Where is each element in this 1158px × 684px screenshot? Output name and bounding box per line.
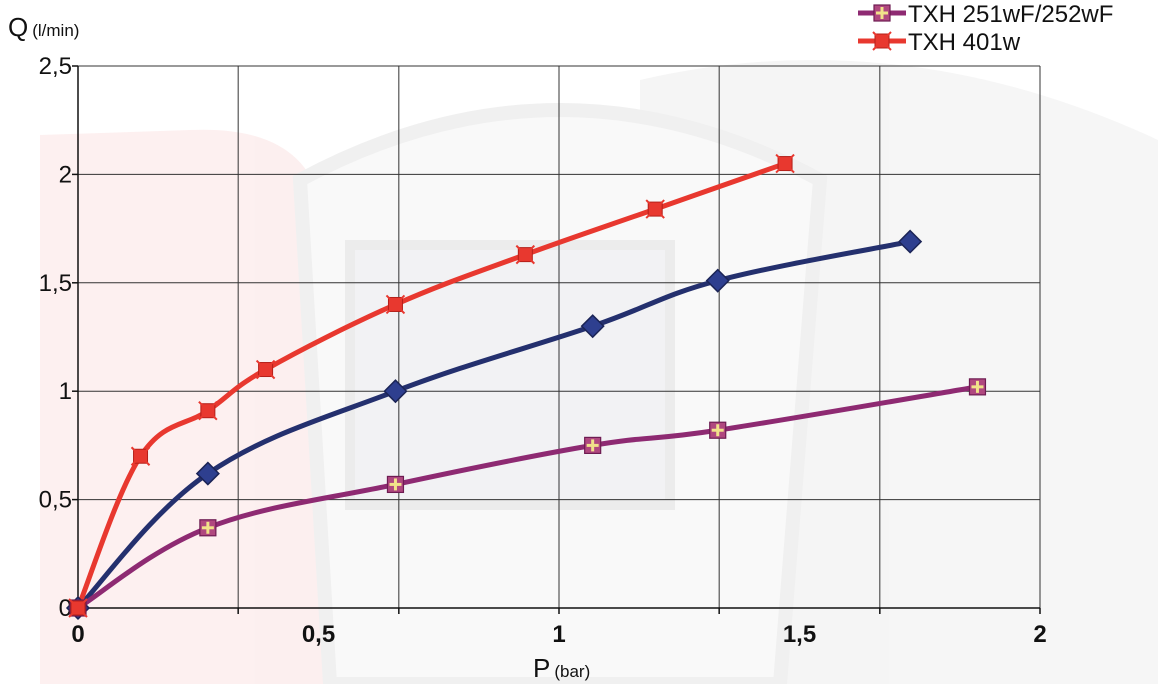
series-line-0 (75, 239, 913, 611)
data-point-series-2 (385, 294, 406, 315)
data-point-series-2-x2 (198, 401, 218, 421)
x-tick-label: 1 (552, 621, 565, 648)
data-point-series-2-x2 (68, 598, 88, 618)
data-point-series-2 (68, 598, 88, 618)
data-point-series-0 (383, 379, 408, 404)
data-point-series-2 (130, 446, 151, 466)
legend-marker-2 (872, 31, 892, 51)
y-tick-label: 1,5 (39, 270, 72, 297)
grid-lines (78, 65, 1041, 608)
data-point-series-1 (386, 475, 405, 494)
data-point-series-0 (705, 268, 730, 293)
data-point-series-1 (199, 519, 217, 537)
y-tick-labels: 0 0,5 1 1,5 2 2,5 (39, 53, 72, 622)
data-point-series-0 (580, 314, 605, 339)
data-point-series-2 (775, 153, 795, 174)
x-axis-label: P (533, 653, 550, 683)
data-point-series-2-x2 (645, 199, 665, 219)
x-tick-label: 0 (71, 621, 84, 648)
legend-label-2: TXH 401w (908, 29, 1021, 56)
data-point-series-2-x2 (130, 446, 151, 466)
background-watermark (40, 60, 1158, 684)
data-point-series-2-x2 (775, 153, 795, 174)
y-tick-label: 1 (59, 378, 72, 405)
x-axis-title: P (bar) (533, 653, 590, 683)
data-point-series-2-x2 (385, 294, 406, 315)
data-point-series-0 (898, 229, 923, 254)
y-axis-unit: (l/min) (32, 21, 79, 40)
x-axis-unit: (bar) (554, 662, 590, 681)
x-tick-labels: 0 0,5 1 1,5 2 (71, 621, 1046, 648)
data-point-series-1 (968, 378, 987, 396)
legend-label-1: TXH 251wF/252wF (908, 1, 1113, 28)
x-tick-label: 1,5 (783, 621, 816, 648)
legend-marker-1 (873, 4, 891, 22)
x-tick-label: 2 (1033, 621, 1046, 648)
series-markers (65, 153, 987, 621)
data-point-series-2 (255, 359, 276, 380)
data-point-series-2 (198, 401, 218, 421)
data-point-series-0 (195, 461, 220, 486)
data-point-series-1 (584, 436, 602, 454)
legend-marker-2-x2 (872, 31, 892, 51)
y-tick-label: 2,5 (39, 53, 72, 80)
y-tick-label: 0 (59, 595, 72, 622)
data-point-series-2 (645, 199, 665, 219)
data-point-series-2-x2 (515, 244, 536, 265)
data-point-series-1 (709, 421, 727, 439)
y-tick-label: 2 (59, 161, 72, 188)
data-point-series-2-x2 (255, 359, 276, 380)
x-tick-label: 0,5 (302, 621, 335, 648)
data-point-series-2 (515, 244, 536, 265)
y-axis-title: Q (l/min) (8, 12, 79, 42)
y-axis-label: Q (8, 12, 28, 42)
y-tick-label: 0,5 (39, 487, 72, 514)
